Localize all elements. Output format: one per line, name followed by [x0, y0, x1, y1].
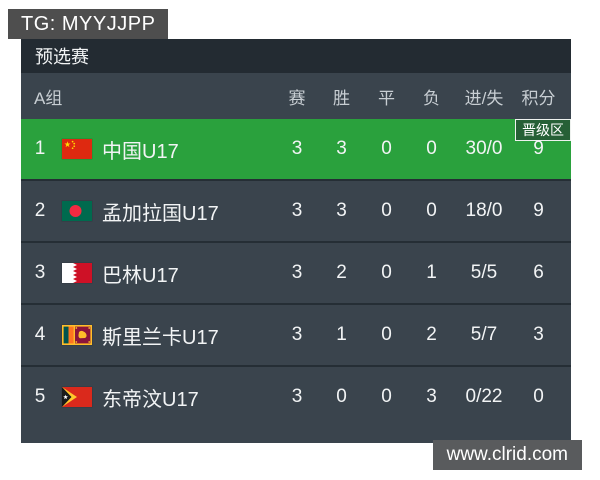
table-row[interactable]: 5 东帝汶U17 3 0 0 3 0/22 0 — [21, 365, 571, 427]
cell-points: 0 — [533, 386, 544, 407]
cell-points: 6 — [533, 262, 544, 283]
table-row[interactable]: 2 孟加拉国U17 3 3 0 0 18/0 9 — [21, 179, 571, 241]
bahrain-flag — [62, 263, 92, 283]
cell-goals: 18/0 — [465, 200, 503, 221]
cell-won: 3 — [336, 200, 347, 221]
cell-goals: 5/5 — [470, 262, 498, 283]
cell-drawn: 0 — [381, 138, 392, 159]
bangladesh-flag — [62, 201, 92, 221]
col-header-played: 赛 — [288, 88, 306, 108]
promotion-zone-badge: 晋级区 — [515, 119, 571, 141]
team-name: 孟加拉国U17 — [102, 202, 219, 225]
team-name: 中国U17 — [102, 140, 179, 163]
cell-won: 1 — [336, 324, 347, 345]
col-header-points: 积分 — [521, 88, 556, 108]
tg-watermark-badge: TG: MYYJJPP — [8, 9, 169, 39]
col-header-won: 胜 — [333, 88, 350, 108]
cell-played: 3 — [291, 138, 303, 159]
cell-lost: 0 — [426, 138, 437, 159]
column-header-row: A组 赛 胜 平 负 进/失 积分 — [21, 73, 571, 119]
china-flag — [62, 139, 92, 159]
cell-won: 2 — [336, 262, 347, 283]
team-name: 东帝汶U17 — [102, 388, 199, 411]
cell-played: 3 — [291, 200, 303, 221]
cell-goals: 0/22 — [465, 386, 503, 407]
cell-played: 3 — [291, 262, 303, 283]
team-name: 斯里兰卡U17 — [102, 326, 219, 349]
cell-lost: 2 — [426, 324, 437, 345]
group-label: A组 — [34, 88, 63, 108]
team-rank: 1 — [34, 138, 46, 159]
cell-drawn: 0 — [381, 386, 392, 407]
table-row[interactable]: 1 中国U17 3 3 0 0 30/0 9 晋级区 — [21, 119, 571, 179]
team-name: 巴林U17 — [102, 264, 179, 287]
cell-won: 3 — [336, 138, 347, 159]
standings-rows: 1 中国U17 3 3 0 0 30/0 9 晋级区 2 孟加拉国U17 3 3… — [21, 119, 571, 427]
table-row[interactable]: 4 斯里兰卡U17 3 1 0 2 5/7 3 — [21, 303, 571, 365]
cell-drawn: 0 — [381, 324, 392, 345]
cell-drawn: 0 — [381, 200, 392, 221]
table-title: 预选赛 — [21, 39, 571, 73]
cell-won: 0 — [336, 386, 347, 407]
cell-lost: 0 — [426, 200, 437, 221]
cell-played: 3 — [291, 324, 303, 345]
cell-points: 9 — [533, 138, 544, 159]
cell-goals: 30/0 — [465, 138, 503, 159]
cell-lost: 1 — [426, 262, 437, 283]
col-header-goals: 进/失 — [464, 88, 504, 108]
east-timor-flag — [62, 387, 92, 407]
cell-goals: 5/7 — [470, 324, 498, 345]
cell-points: 3 — [533, 324, 544, 345]
team-rank: 3 — [34, 262, 46, 283]
cell-lost: 3 — [426, 386, 437, 407]
col-header-lost: 负 — [423, 88, 440, 108]
table-row[interactable]: 3 巴林U17 3 2 0 1 5/5 6 — [21, 241, 571, 303]
col-header-drawn: 平 — [378, 88, 395, 108]
team-rank: 4 — [34, 324, 46, 345]
site-watermark-badge: www.clrid.com — [432, 440, 582, 470]
team-rank: 2 — [34, 200, 46, 221]
standings-card: 预选赛 A组 赛 胜 平 负 进/失 积分 1 中国U17 3 3 0 0 30… — [21, 39, 571, 443]
cell-points: 9 — [533, 200, 544, 221]
sri-lanka-flag — [62, 325, 92, 345]
team-rank: 5 — [34, 386, 46, 407]
cell-played: 3 — [291, 386, 303, 407]
cell-drawn: 0 — [381, 262, 392, 283]
